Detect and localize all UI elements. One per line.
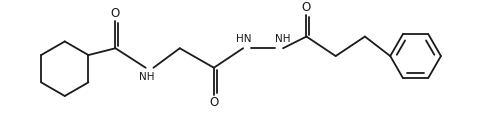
Text: O: O [302, 1, 311, 14]
Text: NH: NH [139, 72, 155, 81]
Text: HN: HN [236, 34, 252, 44]
Text: NH: NH [275, 34, 291, 44]
Text: O: O [111, 7, 120, 20]
Text: O: O [209, 96, 218, 109]
